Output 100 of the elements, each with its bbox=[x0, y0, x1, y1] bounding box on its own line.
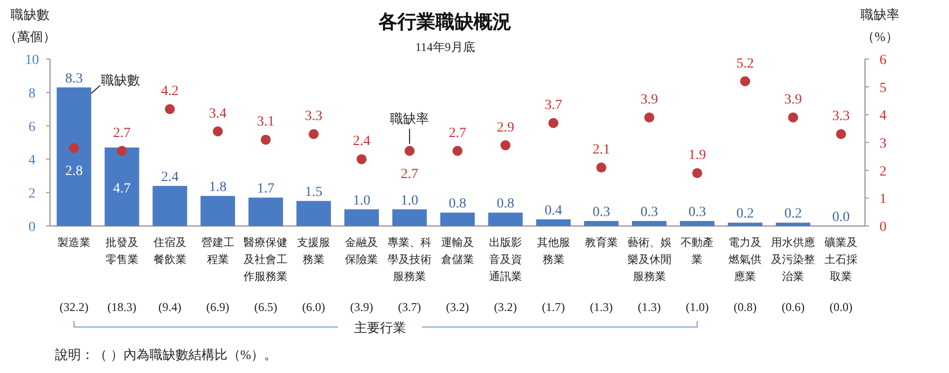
bar bbox=[392, 209, 427, 226]
data-label: 0.0 bbox=[832, 210, 850, 225]
data-label: 1.5 bbox=[304, 184, 322, 200]
point bbox=[548, 118, 558, 128]
data-label: 4.7 bbox=[113, 182, 131, 197]
y-tick-label: 8 bbox=[28, 86, 36, 102]
data-label: 0.3 bbox=[640, 204, 658, 220]
y2-tick-label: 3 bbox=[880, 136, 886, 152]
text: 主要行業 bbox=[354, 320, 406, 335]
point bbox=[692, 168, 702, 178]
y-tick-label: 0 bbox=[28, 220, 36, 235]
point bbox=[500, 140, 510, 150]
point bbox=[116, 146, 127, 156]
bar bbox=[776, 222, 810, 226]
point bbox=[212, 126, 223, 136]
x-tick-label: 出版影音及資通訊業 bbox=[488, 236, 522, 283]
data-label: 3.7 bbox=[544, 98, 562, 114]
data-label: 3.1 bbox=[256, 114, 274, 130]
data-label: 2.8 bbox=[65, 164, 83, 180]
point bbox=[356, 154, 367, 164]
bar bbox=[536, 219, 571, 226]
data-label: 1.9 bbox=[688, 148, 706, 164]
text: (6.9) bbox=[206, 300, 230, 314]
data-label: 1.0 bbox=[352, 193, 370, 208]
text: (1.3) bbox=[590, 300, 613, 314]
text: (9.4) bbox=[158, 300, 182, 314]
data-label: 3.4 bbox=[209, 106, 227, 122]
bar bbox=[728, 222, 762, 226]
x-tick-label: 教育業 bbox=[584, 236, 618, 249]
data-label: 3.3 bbox=[832, 109, 850, 124]
bar bbox=[584, 220, 619, 226]
data-label: 2.7 bbox=[400, 166, 418, 182]
point bbox=[596, 162, 606, 173]
data-label: 2.7 bbox=[448, 126, 466, 141]
data-label: 2.1 bbox=[592, 142, 610, 158]
point bbox=[644, 112, 654, 122]
point bbox=[164, 104, 175, 114]
bar bbox=[680, 220, 714, 226]
point bbox=[404, 146, 415, 156]
point bbox=[308, 129, 319, 140]
text: (32.2) bbox=[59, 300, 88, 314]
text: (1.7) bbox=[542, 300, 565, 314]
data-label: 1.0 bbox=[400, 193, 418, 208]
data-label: 4.2 bbox=[161, 84, 179, 100]
bar bbox=[104, 148, 140, 226]
x-tick-label: 住宿及餐飲業 bbox=[153, 236, 186, 266]
data-label: 0.8 bbox=[496, 196, 514, 212]
point bbox=[452, 146, 462, 156]
y2-tick-label: 6 bbox=[880, 53, 886, 68]
chart-subtitle: 114年9月底 bbox=[415, 40, 475, 54]
text: (6.0) bbox=[302, 300, 326, 314]
bar bbox=[344, 209, 379, 226]
x-tick-label: 用水供應及污染整治業 bbox=[771, 236, 816, 283]
x-tick-label: 礦業及土石採取業 bbox=[824, 236, 858, 283]
point bbox=[68, 143, 79, 154]
text: (1.0) bbox=[686, 300, 709, 314]
data-label: 2.4 bbox=[352, 134, 370, 150]
point bbox=[788, 112, 798, 122]
bar bbox=[488, 212, 523, 226]
text: (6.5) bbox=[254, 300, 278, 314]
x-tick-label: 其他服務業 bbox=[536, 236, 570, 266]
x-tick-label: 電力及燃氣供應業 bbox=[728, 236, 762, 283]
y-tick-label: 10 bbox=[25, 53, 39, 68]
data-label: 3.9 bbox=[640, 92, 658, 108]
x-tick-label: 運輸及倉儲業 bbox=[441, 237, 474, 266]
text: (1.3) bbox=[638, 300, 661, 314]
text: (18.3) bbox=[107, 300, 136, 314]
x-tick-label: 營建工程業 bbox=[201, 236, 234, 266]
data-label: 1.8 bbox=[209, 180, 227, 195]
text: (0.0) bbox=[830, 300, 853, 314]
x-tick-label: 支援服務業 bbox=[297, 236, 330, 266]
data-label: 2.4 bbox=[161, 170, 179, 185]
y2-tick-label: 5 bbox=[880, 80, 886, 96]
bar bbox=[56, 87, 92, 226]
y-tick-label: 6 bbox=[28, 120, 36, 135]
chart-title: 各行業職缺概況 bbox=[378, 11, 512, 33]
data-label: 2.7 bbox=[113, 126, 131, 141]
text: (0.6) bbox=[782, 300, 805, 314]
data-label: 0.3 bbox=[688, 204, 706, 220]
y-tick-label: 2 bbox=[28, 186, 36, 202]
data-label: 3.3 bbox=[304, 109, 322, 124]
data-label: 0.3 bbox=[592, 204, 610, 220]
x-tick-label: 金融及保險業 bbox=[345, 237, 378, 266]
y-axis-title: 職缺數（萬個） bbox=[4, 7, 56, 44]
text: (3.9) bbox=[350, 300, 374, 314]
text: (3.2) bbox=[494, 300, 517, 314]
y2-tick-label: 0 bbox=[880, 220, 886, 235]
y2-tick-label: 4 bbox=[880, 108, 886, 124]
y2-axis-title: 職缺率（%） bbox=[860, 7, 900, 44]
text: 說明：（ ）內為職缺數結構比（%）。 bbox=[55, 347, 278, 362]
x-tick-label: 批發及零售業 bbox=[105, 237, 138, 266]
text: (3.2) bbox=[446, 300, 469, 314]
text: (3.7) bbox=[398, 300, 422, 314]
data-label: 0.2 bbox=[736, 206, 754, 222]
point bbox=[260, 134, 271, 145]
data-label: 2.9 bbox=[496, 120, 514, 136]
bar bbox=[200, 196, 236, 226]
data-label: 0.4 bbox=[544, 203, 562, 218]
data-label: 8.3 bbox=[65, 71, 83, 86]
bar bbox=[440, 212, 475, 226]
